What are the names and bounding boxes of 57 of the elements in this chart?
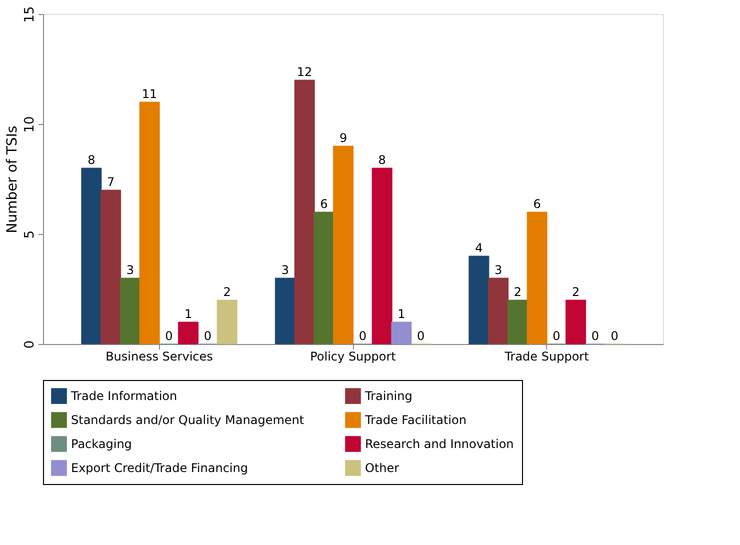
y-tick-label: 10 [22, 116, 38, 133]
bar [178, 322, 199, 344]
data-label: 9 [339, 131, 348, 145]
data-label: 8 [378, 153, 386, 167]
legend-label: Packaging [71, 437, 132, 451]
data-label: 0 [552, 329, 560, 343]
data-label: 0 [416, 329, 425, 343]
x-tick-label: Business Services [106, 350, 213, 364]
data-label: 11 [142, 87, 158, 101]
data-label: 0 [358, 329, 367, 343]
legend-label: Research and Innovation [365, 437, 514, 451]
bar [468, 256, 490, 344]
bar [526, 212, 548, 344]
data-label: 12 [296, 65, 312, 79]
data-label: 3 [494, 263, 502, 277]
data-label: 0 [591, 329, 600, 343]
y-tick-label: 0 [22, 340, 38, 349]
bar [120, 278, 140, 344]
data-label: 0 [165, 329, 173, 343]
data-label: 8 [88, 153, 96, 167]
data-label: 6 [533, 197, 541, 211]
bar [566, 300, 586, 344]
y-tick-label: 15 [22, 6, 38, 23]
y-tick-label: 5 [22, 230, 38, 239]
legend-label: Trade Information [70, 389, 178, 404]
data-label: 2 [514, 285, 522, 299]
data-label: 2 [223, 285, 231, 299]
bar [216, 300, 238, 344]
bar [81, 168, 102, 344]
x-tick-label: Policy Support [310, 350, 396, 364]
data-label: 1 [398, 307, 406, 321]
data-label: 7 [106, 175, 115, 189]
data-label: 0 [610, 329, 618, 343]
y-axis-title: Number of TSIs [4, 126, 20, 234]
data-label: 1 [184, 307, 192, 321]
data-label: 4 [475, 241, 483, 255]
legend-label: Trade Facilitation [364, 413, 466, 427]
data-label: 2 [572, 285, 580, 299]
bar [314, 212, 334, 344]
legend-label: Export Credit/Trade Financing [71, 461, 248, 475]
bar [139, 102, 160, 344]
data-label: 6 [320, 197, 328, 211]
legend-label: Standards and/or Quality Management [71, 413, 304, 427]
bar [507, 300, 528, 344]
bar [274, 278, 296, 344]
bar [391, 322, 412, 344]
legend-label: Training [364, 389, 412, 404]
data-label: 3 [281, 263, 290, 277]
data-label: 0 [204, 329, 212, 343]
bar [100, 190, 122, 344]
bar [372, 168, 392, 344]
bar [333, 146, 354, 344]
bar [294, 80, 315, 344]
bar [488, 278, 509, 344]
data-label: 3 [126, 263, 134, 277]
x-tick-label: Trade Support [504, 350, 590, 364]
legend-label: Other [365, 461, 400, 475]
